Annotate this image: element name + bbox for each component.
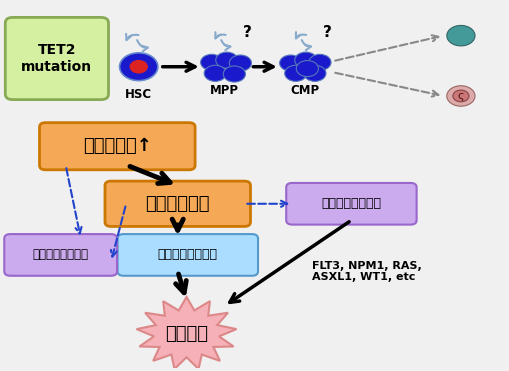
Ellipse shape (230, 55, 251, 71)
Ellipse shape (130, 60, 147, 73)
Ellipse shape (285, 65, 307, 81)
Text: クローン増幅: クローン増幅 (146, 195, 210, 213)
Text: 自己複製能↑: 自己複製能↑ (83, 137, 152, 155)
Ellipse shape (201, 54, 223, 70)
Text: MPP: MPP (210, 84, 239, 97)
Text: HSC: HSC (125, 88, 152, 101)
Text: 腫瘯発生: 腫瘯発生 (165, 325, 208, 342)
Text: ?: ? (242, 24, 251, 40)
Polygon shape (136, 297, 237, 369)
Ellipse shape (120, 53, 158, 81)
Ellipse shape (447, 86, 475, 106)
Ellipse shape (296, 60, 319, 76)
Ellipse shape (204, 65, 227, 81)
FancyBboxPatch shape (286, 183, 416, 224)
Ellipse shape (279, 55, 302, 71)
Ellipse shape (216, 52, 238, 68)
Text: ゲノム不安定性？: ゲノム不安定性？ (321, 197, 381, 210)
Ellipse shape (453, 90, 469, 102)
Ellipse shape (295, 52, 317, 68)
Ellipse shape (223, 66, 245, 82)
FancyBboxPatch shape (105, 181, 250, 226)
Text: CMP: CMP (290, 84, 320, 97)
FancyBboxPatch shape (4, 234, 117, 276)
FancyBboxPatch shape (5, 17, 108, 100)
Text: 付加的遣伝子異常: 付加的遣伝子異常 (158, 249, 218, 262)
Ellipse shape (309, 54, 331, 70)
Ellipse shape (304, 65, 326, 81)
Text: ?: ? (323, 24, 332, 40)
Text: TET2
mutation: TET2 mutation (21, 43, 93, 73)
Text: ς: ς (458, 91, 464, 101)
FancyBboxPatch shape (40, 123, 195, 170)
Ellipse shape (447, 26, 475, 46)
FancyBboxPatch shape (118, 234, 258, 276)
Text: 正常造血の駆逐？: 正常造血の駆逐？ (33, 249, 89, 262)
Text: FLT3, NPM1, RAS,
ASXL1, WT1, etc: FLT3, NPM1, RAS, ASXL1, WT1, etc (313, 260, 422, 282)
